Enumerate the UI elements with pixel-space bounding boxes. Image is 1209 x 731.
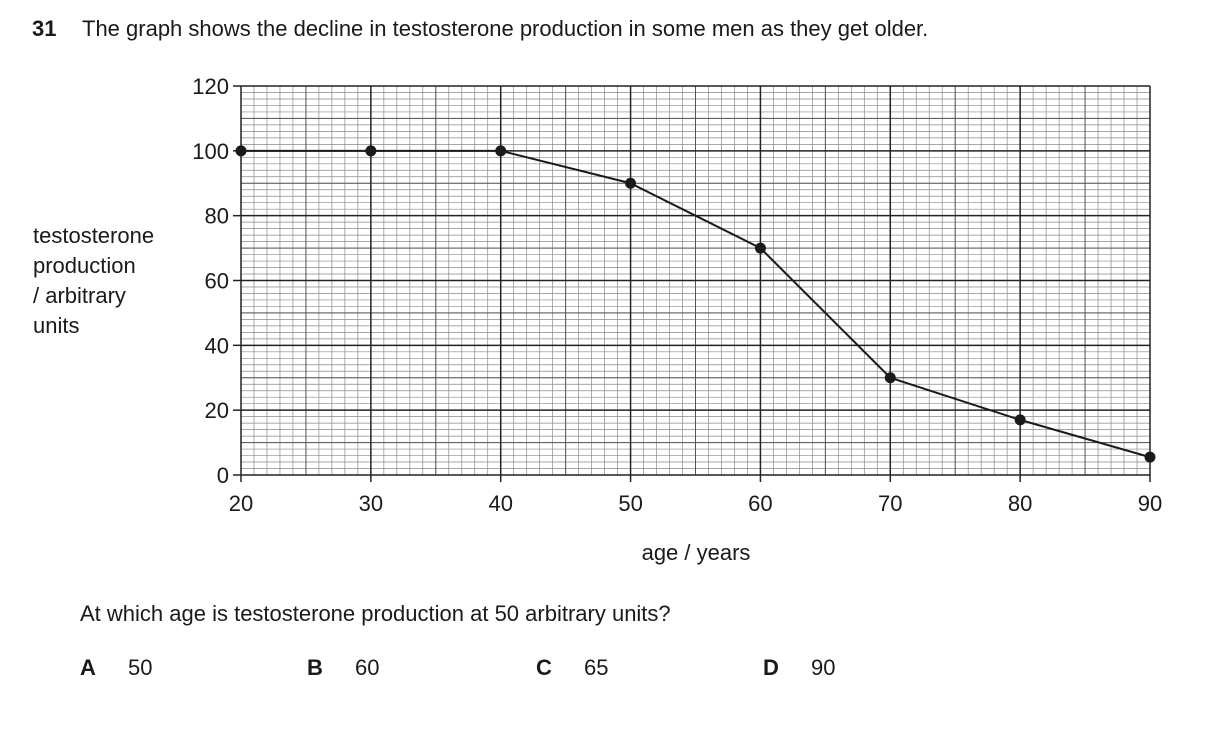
data-point	[365, 145, 377, 157]
option-letter: C	[536, 655, 552, 680]
option-b[interactable]: B 60	[307, 655, 379, 681]
question-number: 31	[32, 16, 57, 41]
option-value: 60	[355, 655, 380, 680]
series-line	[241, 149, 1151, 459]
data-series	[235, 145, 1156, 463]
option-d[interactable]: D 90	[763, 655, 835, 681]
data-point	[1144, 451, 1156, 463]
y-tick-label: 20	[205, 398, 229, 423]
x-tick-label: 40	[488, 491, 512, 516]
y-axis-label: testosterone production / arbitrary unit…	[33, 221, 193, 341]
x-tick-label: 50	[618, 491, 642, 516]
y-axis-label-line: units	[33, 313, 80, 338]
question-text: The graph shows the decline in testoster…	[82, 16, 929, 41]
y-axis-label-line: / arbitrary	[33, 283, 126, 308]
y-axis-label-line: testosterone	[33, 223, 155, 248]
x-tick-label: 70	[878, 491, 902, 516]
option-letter: A	[80, 655, 96, 680]
x-tick-label: 30	[359, 491, 383, 516]
x-tick-label: 80	[1008, 491, 1032, 516]
x-tick-label: 60	[748, 491, 772, 516]
data-point	[625, 177, 637, 189]
option-value: 90	[811, 655, 836, 680]
y-axis-label-line: production	[33, 253, 136, 278]
option-value: 50	[128, 655, 153, 680]
y-tick-label: 100	[192, 139, 229, 164]
x-tick-label: 20	[229, 491, 253, 516]
y-tick-label: 80	[205, 204, 229, 229]
x-axis-label: age / years	[642, 540, 751, 565]
question-prompt: At which age is testosterone production …	[80, 601, 671, 626]
option-a[interactable]: A 50	[80, 655, 152, 681]
y-tick-label: 0	[217, 463, 229, 488]
data-point	[495, 145, 507, 157]
data-point	[754, 242, 766, 254]
option-c[interactable]: C 65	[536, 655, 608, 681]
data-point	[1014, 414, 1026, 426]
option-value: 65	[584, 655, 609, 680]
option-letter: D	[763, 655, 779, 680]
data-point	[884, 372, 896, 384]
y-tick-label: 120	[192, 74, 229, 99]
data-point	[235, 145, 247, 157]
y-tick-label: 60	[205, 269, 229, 294]
option-letter: B	[307, 655, 323, 680]
y-tick-label: 40	[205, 333, 229, 358]
x-tick-label: 90	[1138, 491, 1162, 516]
